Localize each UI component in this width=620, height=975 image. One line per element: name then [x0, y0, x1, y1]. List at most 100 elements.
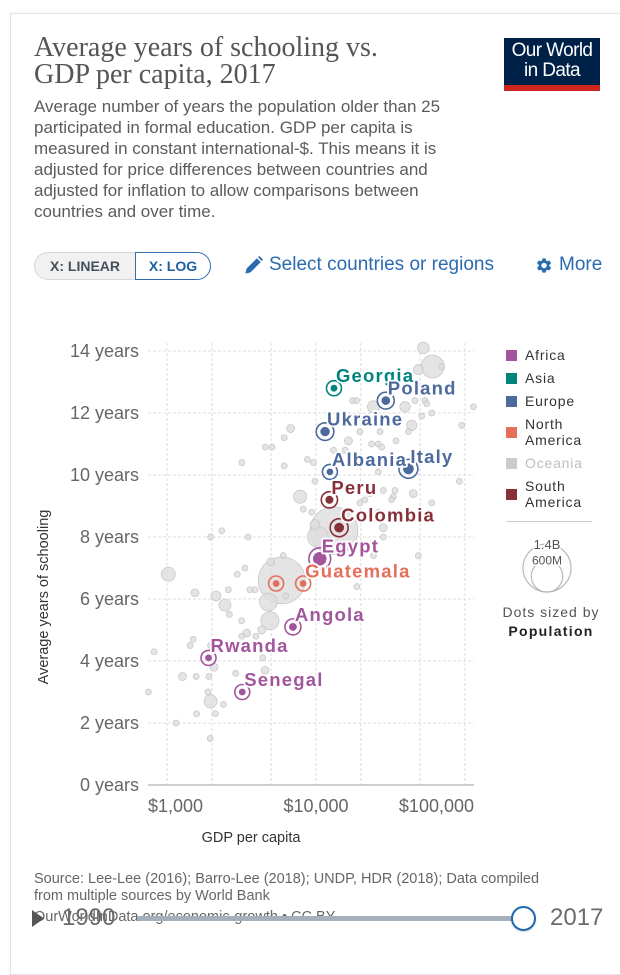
- background-point[interactable]: [280, 552, 287, 559]
- background-point[interactable]: [428, 499, 436, 507]
- country-label[interactable]: Georgia: [334, 363, 415, 388]
- country-label[interactable]: Senegal: [243, 667, 325, 692]
- background-point[interactable]: [370, 552, 377, 559]
- background-point[interactable]: [374, 508, 382, 516]
- background-point[interactable]: [356, 428, 364, 435]
- background-point[interactable]: [260, 611, 280, 631]
- background-point[interactable]: [232, 670, 240, 677]
- background-point[interactable]: [378, 523, 388, 533]
- country-label[interactable]: Peru: [330, 475, 378, 500]
- background-point[interactable]: [220, 701, 227, 708]
- timeline-end-year[interactable]: 2017: [550, 904, 604, 931]
- background-point[interactable]: [218, 527, 226, 535]
- background-point[interactable]: [204, 688, 212, 696]
- background-point[interactable]: [218, 598, 232, 612]
- background-point[interactable]: [470, 403, 477, 411]
- background-point[interactable]: [368, 440, 375, 448]
- background-point[interactable]: [311, 477, 319, 485]
- timeline-handle[interactable]: [510, 906, 536, 931]
- background-point[interactable]: [238, 617, 246, 625]
- background-point[interactable]: [411, 397, 419, 404]
- legend-item[interactable]: Europe: [506, 393, 606, 409]
- background-point[interactable]: [207, 533, 214, 541]
- country-label[interactable]: Poland: [386, 376, 457, 401]
- highlighted-point[interactable]: [320, 490, 339, 509]
- background-point[interactable]: [374, 468, 382, 476]
- background-point[interactable]: [458, 422, 466, 429]
- background-point[interactable]: [399, 401, 411, 413]
- legend-item[interactable]: North America: [506, 416, 606, 448]
- background-point[interactable]: [414, 552, 422, 559]
- background-point[interactable]: [259, 592, 278, 612]
- background-point[interactable]: [455, 477, 463, 485]
- highlighted-point[interactable]: [329, 517, 349, 538]
- background-point[interactable]: [261, 443, 269, 451]
- highlighted-point[interactable]: [284, 618, 302, 636]
- background-point[interactable]: [353, 583, 361, 590]
- background-point[interactable]: [353, 397, 360, 404]
- background-point[interactable]: [408, 489, 418, 498]
- owid-logo[interactable]: Our World in Data: [504, 38, 600, 91]
- highlighted-point[interactable]: [294, 575, 312, 592]
- background-point[interactable]: [378, 443, 386, 451]
- background-point[interactable]: [438, 363, 446, 370]
- background-point[interactable]: [160, 566, 176, 582]
- background-point[interactable]: [344, 436, 353, 446]
- more-link[interactable]: More: [534, 254, 602, 276]
- background-point[interactable]: [361, 496, 369, 504]
- highlighted-point[interactable]: [315, 421, 335, 442]
- background-point[interactable]: [251, 586, 259, 594]
- background-point[interactable]: [186, 642, 194, 649]
- background-point[interactable]: [293, 489, 308, 504]
- background-point[interactable]: [190, 588, 200, 598]
- background-point[interactable]: [309, 519, 321, 530]
- background-point[interactable]: [388, 496, 396, 504]
- background-point[interactable]: [392, 437, 400, 445]
- background-point[interactable]: [233, 570, 241, 578]
- background-point[interactable]: [366, 490, 374, 497]
- x-log-button[interactable]: X: LOG: [135, 252, 211, 280]
- background-point[interactable]: [282, 592, 290, 600]
- highlighted-point[interactable]: [233, 683, 251, 701]
- background-point[interactable]: [260, 665, 270, 675]
- country-label[interactable]: Ukraine: [325, 407, 404, 432]
- country-label[interactable]: Albania: [330, 447, 408, 472]
- background-point[interactable]: [241, 564, 249, 572]
- background-point[interactable]: [376, 428, 384, 435]
- background-point[interactable]: [405, 428, 412, 435]
- background-point[interactable]: [207, 642, 214, 649]
- highlighted-point[interactable]: [321, 463, 339, 481]
- country-label[interactable]: Rwanda: [209, 633, 289, 658]
- country-label[interactable]: Colombia: [339, 503, 435, 528]
- x-linear-button[interactable]: X: LINEAR: [34, 252, 135, 280]
- background-point[interactable]: [308, 508, 316, 516]
- background-point[interactable]: [225, 611, 233, 618]
- timeline-track[interactable]: [137, 916, 523, 921]
- background-point[interactable]: [310, 459, 317, 466]
- legend-item[interactable]: South America: [506, 478, 606, 510]
- background-point[interactable]: [417, 341, 430, 355]
- background-point[interactable]: [224, 586, 232, 594]
- background-point[interactable]: [150, 648, 158, 656]
- highlighted-point[interactable]: [267, 575, 285, 592]
- highlighted-point[interactable]: [308, 547, 332, 571]
- background-point[interactable]: [206, 735, 214, 742]
- background-point[interactable]: [423, 400, 431, 408]
- background-point[interactable]: [252, 632, 260, 640]
- background-point[interactable]: [266, 557, 276, 567]
- background-point[interactable]: [391, 487, 399, 494]
- background-point[interactable]: [189, 635, 197, 643]
- background-point[interactable]: [304, 456, 311, 463]
- legend-item[interactable]: Africa: [506, 347, 606, 363]
- background-point[interactable]: [268, 443, 276, 451]
- background-point[interactable]: [203, 694, 218, 709]
- select-countries-link[interactable]: Select countries or regions: [244, 254, 494, 276]
- highlighted-point[interactable]: [376, 391, 396, 410]
- background-point[interactable]: [192, 673, 200, 680]
- highlighted-point[interactable]: [200, 649, 217, 667]
- background-point[interactable]: [406, 419, 418, 431]
- background-point[interactable]: [145, 688, 152, 696]
- background-point[interactable]: [244, 533, 252, 541]
- play-button[interactable]: [31, 909, 45, 928]
- background-point[interactable]: [330, 446, 337, 454]
